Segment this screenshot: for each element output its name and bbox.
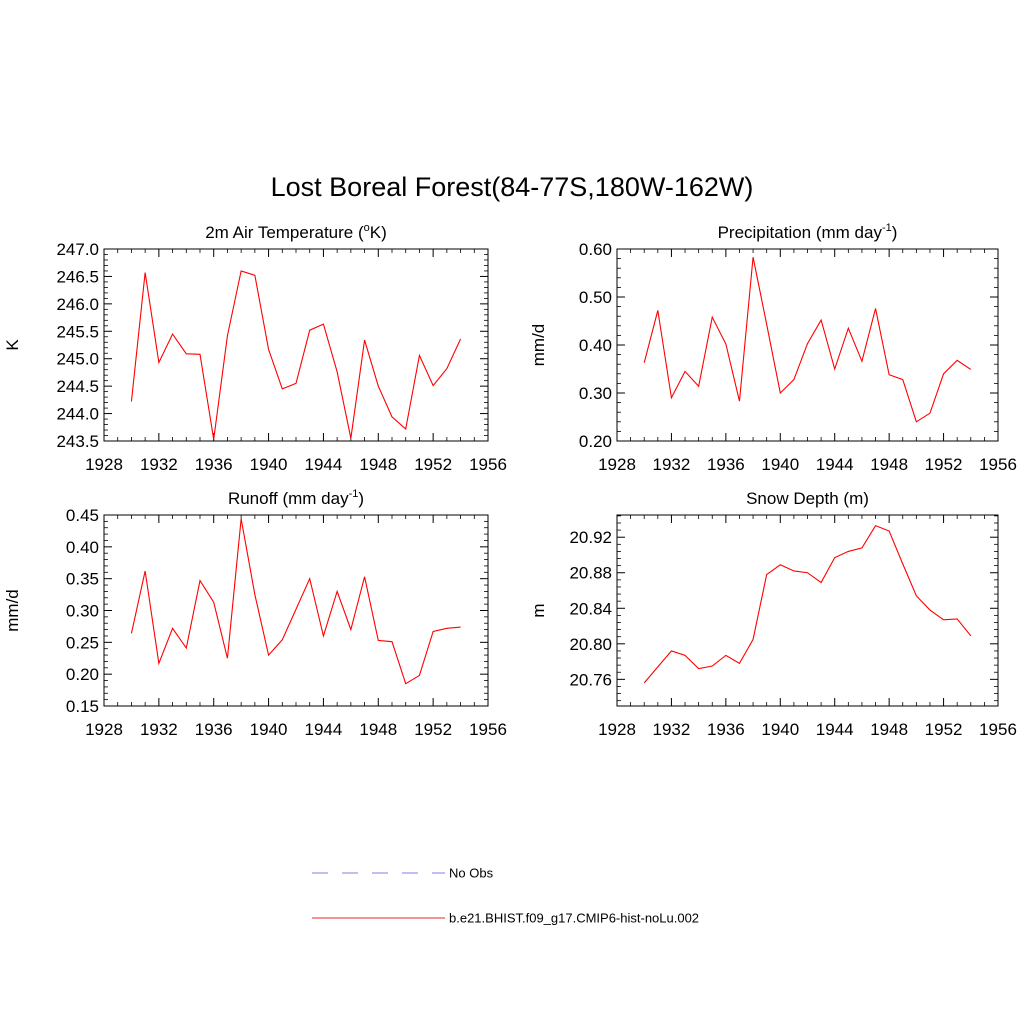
snow-depth-x-tick-label: 1928 bbox=[598, 720, 636, 739]
runoff-x-tick-label: 1944 bbox=[305, 720, 343, 739]
precipitation-y-axis-label: mm/d bbox=[529, 324, 548, 367]
air-temperature-series-line bbox=[130, 270, 462, 440]
air-temperature-x-tick-label: 1956 bbox=[469, 455, 507, 474]
snow-depth-x-tick-label: 1944 bbox=[816, 720, 854, 739]
precipitation-y-tick-label: 0.20 bbox=[579, 432, 612, 451]
runoff-y-tick-label: 0.15 bbox=[66, 697, 99, 716]
snow-depth-x-tick-label: 1948 bbox=[870, 720, 908, 739]
snow-depth-y-tick-label: 20.88 bbox=[569, 564, 612, 583]
runoff-y-tick-label: 0.40 bbox=[66, 538, 99, 557]
snow-depth-x-tick-label: 1956 bbox=[979, 720, 1017, 739]
air-temperature-plot-frame bbox=[103, 248, 489, 442]
precipitation-x-tick-label: 1952 bbox=[925, 455, 963, 474]
snow-depth-x-tick-label: 1952 bbox=[925, 720, 963, 739]
snow-depth-y-tick-label: 20.80 bbox=[569, 635, 612, 654]
runoff-y-tick-label: 0.45 bbox=[66, 506, 99, 525]
runoff-x-tick-label: 1932 bbox=[140, 720, 178, 739]
air-temperature-y-axis-label: K bbox=[3, 339, 22, 351]
snow-depth-y-tick-label: 20.92 bbox=[569, 528, 612, 547]
panel-air-temperature: 1928 1932 1936 1940 1944 1948 1952 1956 243.5 244… bbox=[3, 222, 507, 474]
precipitation-y-tick-label: 0.30 bbox=[579, 384, 612, 403]
runoff-x-tick-label: 1940 bbox=[250, 720, 288, 739]
precipitation-series-line bbox=[643, 257, 972, 423]
panel-precipitation: 1928 1932 1936 1940 1944 1948 1952 1956 0.20 0.30… bbox=[529, 222, 1017, 474]
precipitation-y-tick-label: 0.40 bbox=[579, 336, 612, 355]
air-temperature-x-tick-label: 1952 bbox=[414, 455, 452, 474]
snow-depth-panel-title: Snow Depth (m) bbox=[746, 489, 869, 508]
precipitation-panel-title: Precipitation (mm day-1) bbox=[718, 222, 898, 242]
snow-depth-series-line bbox=[643, 524, 972, 684]
air-temperature-y-tick-label: 244.5 bbox=[56, 377, 99, 396]
snow-depth-x-tick-label: 1940 bbox=[761, 720, 799, 739]
runoff-x-tick-label: 1952 bbox=[414, 720, 452, 739]
runoff-y-axis-label: mm/d bbox=[3, 589, 22, 632]
snow-depth-y-tick-label: 20.76 bbox=[569, 670, 612, 689]
runoff-panel-title: Runoff (mm day-1) bbox=[228, 488, 364, 508]
runoff-x-tick-label: 1948 bbox=[359, 720, 397, 739]
panel-snow-depth: 1928 1932 1936 1940 1944 1948 1952 1956 20.76 20.… bbox=[529, 489, 1017, 739]
air-temperature-x-tick-label: 1928 bbox=[85, 455, 123, 474]
figure-title: Lost Boreal Forest(84-77S,180W-162W) bbox=[271, 172, 754, 202]
legend-label-model: b.e21.BHIST.f09_g17.CMIP6-hist-noLu.002 bbox=[449, 911, 699, 926]
snow-depth-plot-frame bbox=[616, 514, 999, 707]
precipitation-x-tick-label: 1948 bbox=[870, 455, 908, 474]
air-temperature-y-tick-label: 247.0 bbox=[56, 240, 99, 259]
air-temperature-x-tick-label: 1936 bbox=[195, 455, 233, 474]
air-temperature-x-tick-label: 1932 bbox=[140, 455, 178, 474]
precipitation-x-tick-label: 1956 bbox=[979, 455, 1017, 474]
precipitation-x-tick-label: 1928 bbox=[598, 455, 636, 474]
air-temperature-panel-title: 2m Air Temperature (oK) bbox=[205, 222, 387, 242]
air-temperature-y-tick-label: 244.0 bbox=[56, 405, 99, 424]
precipitation-y-tick-label: 0.50 bbox=[579, 288, 612, 307]
legend: No Obs b.e21.BHIST.f09_g17.CMIP6-hist-no… bbox=[312, 866, 699, 926]
snow-depth-x-tick-label: 1936 bbox=[707, 720, 745, 739]
air-temperature-x-tick-label: 1944 bbox=[305, 455, 343, 474]
runoff-y-tick-label: 0.20 bbox=[66, 665, 99, 684]
runoff-x-tick-label: 1936 bbox=[195, 720, 233, 739]
snow-depth-y-tick-label: 20.84 bbox=[569, 599, 612, 618]
runoff-x-tick-label: 1928 bbox=[85, 720, 123, 739]
legend-label-no-obs: No Obs bbox=[449, 866, 494, 881]
runoff-y-tick-label: 0.30 bbox=[66, 602, 99, 621]
air-temperature-y-tick-label: 246.0 bbox=[56, 295, 99, 314]
air-temperature-x-tick-label: 1948 bbox=[359, 455, 397, 474]
runoff-y-tick-label: 0.35 bbox=[66, 570, 99, 589]
panel-runoff: 1928 1932 1936 1940 1944 1948 1952 1956 0.15 0.20… bbox=[3, 488, 507, 739]
air-temperature-x-tick-label: 1940 bbox=[250, 455, 288, 474]
precipitation-x-tick-label: 1936 bbox=[707, 455, 745, 474]
air-temperature-y-tick-label: 245.0 bbox=[56, 350, 99, 369]
air-temperature-y-tick-label: 245.5 bbox=[56, 322, 99, 341]
air-temperature-y-tick-label: 246.5 bbox=[56, 267, 99, 286]
snow-depth-x-tick-label: 1932 bbox=[653, 720, 691, 739]
precipitation-x-tick-label: 1940 bbox=[761, 455, 799, 474]
runoff-x-tick-label: 1956 bbox=[469, 720, 507, 739]
air-temperature-y-tick-label: 243.5 bbox=[56, 432, 99, 451]
precipitation-x-tick-label: 1932 bbox=[653, 455, 691, 474]
runoff-series-line bbox=[130, 518, 461, 685]
precipitation-x-tick-label: 1944 bbox=[816, 455, 854, 474]
precipitation-y-tick-label: 0.60 bbox=[579, 240, 612, 259]
runoff-y-tick-label: 0.25 bbox=[66, 633, 99, 652]
snow-depth-y-axis-label: m bbox=[529, 603, 548, 617]
